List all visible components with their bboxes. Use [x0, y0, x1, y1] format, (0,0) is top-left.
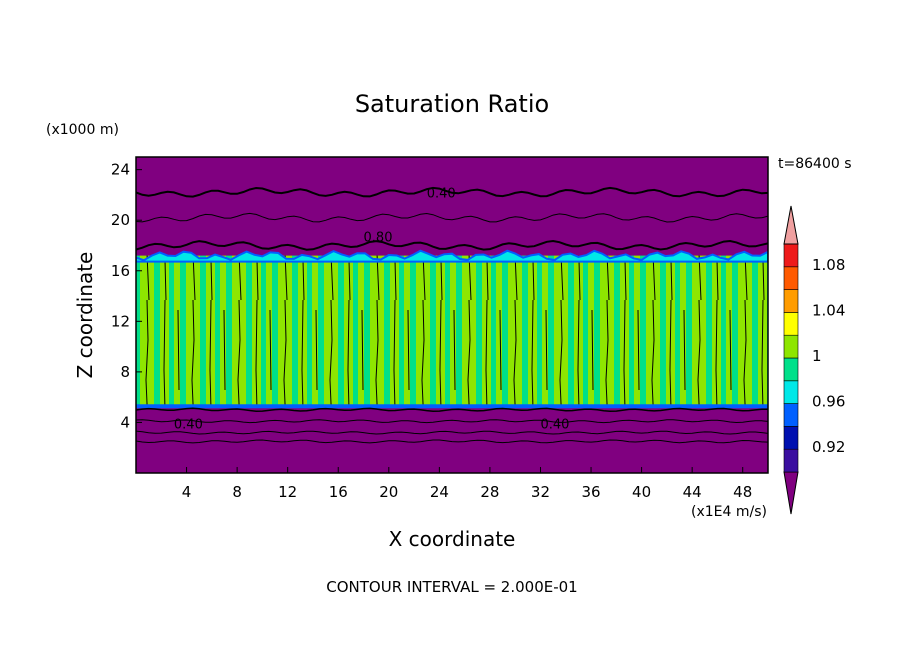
contour-label: 0.80 — [364, 231, 393, 246]
colorbar-segment — [783, 357, 799, 382]
colorbar-tick-label: 1.04 — [812, 302, 845, 320]
colorbar-segment — [783, 334, 799, 359]
y-tick-label: 24 — [111, 161, 130, 179]
x-axis-label: X coordinate — [389, 527, 516, 551]
plot-frame — [135, 156, 769, 474]
x-tick-label: 44 — [683, 483, 702, 501]
x-tick-label: 16 — [329, 483, 348, 501]
colorbar: 1.08 1.04 1 0.96 0.92 — [783, 205, 845, 515]
colorbar-tick-label: 0.92 — [812, 438, 845, 456]
y-tick-label: 8 — [120, 363, 130, 381]
x-tick-label: 32 — [531, 483, 550, 501]
colorbar-segment — [783, 266, 799, 290]
x-tick-label: 48 — [733, 483, 752, 501]
x-units-label: (x1E4 m/s) — [691, 504, 767, 520]
colorbar-segment — [783, 426, 799, 450]
y-units-label: (x1000 m) — [46, 122, 119, 138]
contour-interval-footer: CONTOUR INTERVAL = 2.000E-01 — [326, 578, 577, 596]
x-tick-label: 12 — [278, 483, 297, 501]
colorbar-segment — [783, 380, 799, 404]
contour-line — [136, 430, 768, 435]
x-tick-label: 4 — [182, 483, 192, 501]
cloud-layer — [136, 255, 768, 408]
y-tick-label: 20 — [111, 211, 130, 229]
x-tick-label: 24 — [430, 483, 449, 501]
x-tick-label: 40 — [632, 483, 651, 501]
colorbar-tick-label: 0.96 — [812, 393, 845, 411]
contour-line — [136, 407, 768, 413]
contour-line — [136, 419, 768, 424]
contour-lines — [136, 186, 768, 444]
colorbar-tick-label: 1.08 — [812, 256, 845, 274]
contour-label: 0.40 — [540, 418, 569, 433]
y-tick-label: 16 — [111, 262, 130, 280]
colorbar-segment — [783, 243, 799, 268]
contour-label: 0.40 — [174, 418, 203, 433]
contour-line — [136, 212, 768, 223]
chart-title: Saturation Ratio — [355, 90, 549, 118]
colorbar-upper-triangle — [783, 205, 799, 245]
x-ticks: 4 8 12 16 20 24 28 32 36 40 44 48 — [182, 467, 752, 501]
contour-line — [136, 239, 768, 251]
x-tick-label: 20 — [379, 483, 398, 501]
y-axis-label: Z coordinate — [73, 252, 97, 379]
plot-field: 0.40 0.80 0.40 0.40 — [136, 157, 768, 473]
contour-label: 0.40 — [427, 186, 456, 201]
colorbar-segment — [783, 448, 799, 473]
x-tick-label: 8 — [232, 483, 242, 501]
x-tick-label: 28 — [480, 483, 499, 501]
contour-line — [136, 439, 768, 444]
x-tick-label: 36 — [581, 483, 600, 501]
colorbar-tick-label: 1 — [812, 347, 822, 365]
colorbar-segment — [783, 289, 799, 313]
y-tick-label: 4 — [120, 413, 130, 431]
y-ticks: 4 8 12 16 20 24 — [111, 161, 142, 431]
y-tick-label: 12 — [111, 312, 130, 330]
cloud-base-edge — [136, 404, 768, 409]
colorbar-segment — [783, 312, 799, 336]
colorbar-segment — [783, 403, 799, 427]
colorbar-lower-triangle — [783, 471, 799, 515]
contour-line — [136, 186, 768, 198]
cloud-top-edge — [136, 249, 768, 263]
contour-labels: 0.40 0.80 0.40 0.40 — [174, 186, 570, 432]
time-label: t=86400 s — [778, 156, 852, 172]
